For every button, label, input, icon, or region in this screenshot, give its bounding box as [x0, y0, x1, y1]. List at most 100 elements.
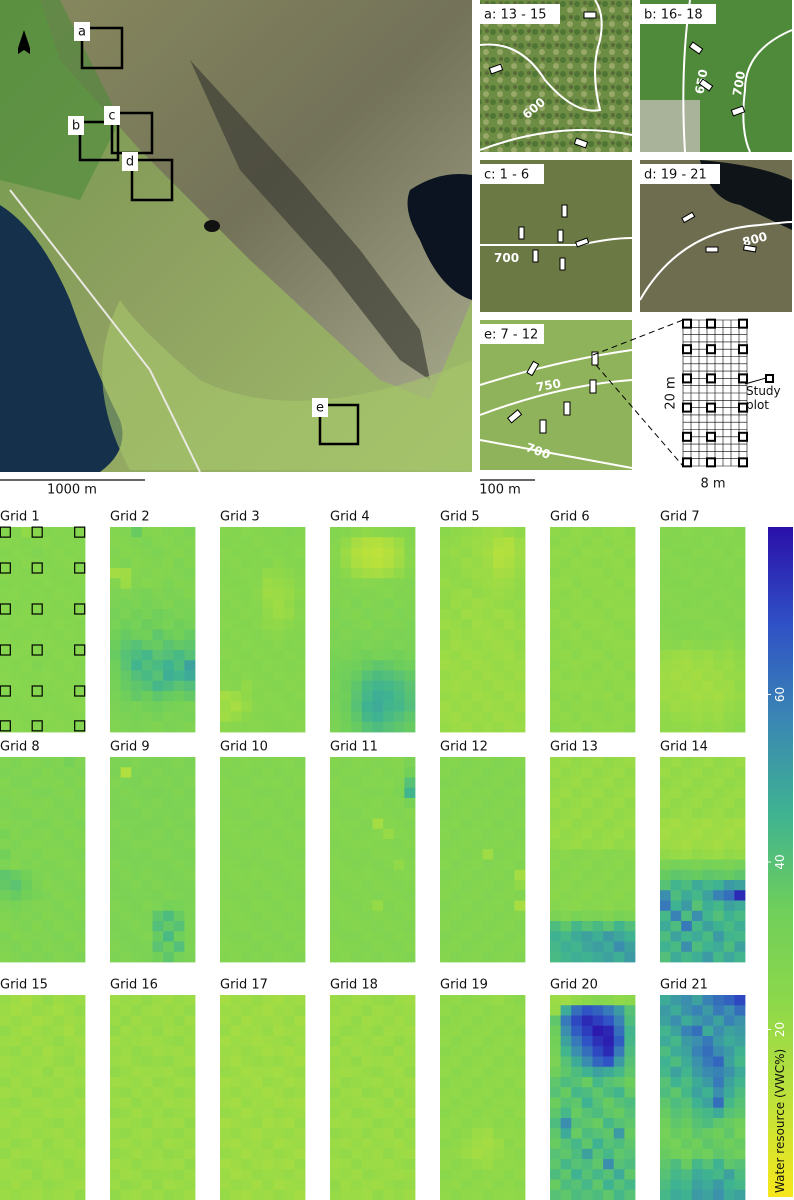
heat-cell — [294, 1015, 306, 1027]
heat-cell — [550, 660, 562, 671]
heat-cell — [560, 670, 572, 682]
heat-cell — [31, 537, 43, 548]
heat-cell — [351, 547, 363, 559]
heat-cell — [670, 1046, 682, 1057]
heat-cell — [220, 721, 232, 733]
heat-cell — [581, 951, 593, 963]
heat-cell — [220, 711, 232, 723]
heat-cell — [624, 880, 636, 891]
heat-cell — [571, 629, 583, 641]
heat-cell — [230, 1036, 242, 1047]
heat-cell — [74, 1189, 86, 1200]
heat-cell — [31, 859, 43, 871]
heat-cell — [163, 660, 175, 671]
heat-cell — [713, 869, 725, 881]
heat-cell — [63, 777, 75, 789]
heat-cell — [131, 619, 143, 630]
heat-cell — [613, 1169, 625, 1180]
heat-cell — [262, 910, 274, 922]
heat-cell — [283, 767, 295, 778]
heat-cell — [383, 995, 395, 1006]
heat-cell — [393, 527, 405, 538]
heat-cell — [624, 629, 636, 641]
heat-cell — [294, 890, 306, 901]
heat-cell — [42, 1077, 54, 1088]
heat-cell — [503, 767, 515, 778]
heat-cell — [273, 1097, 285, 1109]
heat-cell — [173, 869, 185, 881]
heat-cell — [372, 828, 384, 840]
heat-cell — [361, 818, 373, 830]
heat-cell — [670, 859, 682, 871]
heat-cell — [471, 568, 483, 579]
heat-cell — [74, 818, 86, 830]
heat-cell — [0, 537, 12, 548]
heat-cell — [550, 1066, 562, 1078]
heat-cell — [340, 1138, 352, 1150]
heat-cell — [514, 670, 526, 682]
heat-cell — [283, 629, 295, 641]
heat-cell — [74, 629, 86, 641]
heat-cell — [230, 660, 242, 671]
heat-cell — [702, 1179, 714, 1191]
heat-cell — [603, 951, 615, 963]
heat-cell — [273, 900, 285, 912]
heat-cell — [220, 680, 232, 692]
heat-cell — [734, 767, 746, 778]
heat-cell — [471, 721, 483, 733]
heat-cell — [340, 639, 352, 651]
heat-cell — [660, 578, 672, 589]
heat-cell — [0, 890, 12, 901]
heat-cell — [53, 650, 65, 661]
heat-cell — [461, 609, 473, 620]
heat-cell — [251, 798, 263, 809]
grid-title: Grid 18 — [330, 978, 378, 993]
heat-cell — [351, 670, 363, 682]
heat-cell — [560, 828, 572, 840]
heat-cell — [613, 1128, 625, 1139]
heat-cell — [503, 828, 515, 840]
heat-cell — [53, 1148, 65, 1160]
heat-cell — [184, 609, 196, 620]
heat-cell — [10, 880, 22, 891]
heat-cell — [461, 1005, 473, 1016]
heat-cell — [241, 1097, 253, 1109]
heat-cell — [361, 808, 373, 819]
heat-cell — [31, 828, 43, 840]
heat-cell — [31, 890, 43, 901]
heat-cell — [560, 1138, 572, 1150]
heat-cell — [624, 921, 636, 932]
heat-cell — [681, 1169, 693, 1180]
heat-cell — [713, 609, 725, 620]
heat-cell — [21, 1046, 33, 1057]
heat-cell — [592, 859, 604, 871]
heat-cell — [372, 629, 384, 641]
heat-cell — [220, 767, 232, 778]
heat-cell — [550, 1036, 562, 1047]
heat-cell — [471, 639, 483, 651]
heat-cell — [560, 1118, 572, 1129]
heat-cell — [163, 1056, 175, 1068]
heat-cell — [723, 910, 735, 922]
heat-cell — [493, 880, 505, 891]
heat-cell — [734, 660, 746, 671]
heat-cell — [141, 1118, 153, 1129]
heat-cell — [603, 849, 615, 860]
heat-cell — [361, 869, 373, 881]
heat-cell — [141, 578, 153, 589]
heat-cell — [283, 1179, 295, 1191]
heat-cell — [624, 1005, 636, 1016]
heat-cell — [110, 670, 122, 682]
heat-cell — [592, 1169, 604, 1180]
heat-cell — [514, 1169, 526, 1180]
heat-cell — [273, 711, 285, 723]
heat-cell — [120, 1148, 132, 1160]
heat-cell — [273, 1066, 285, 1078]
heat-cell — [503, 711, 515, 723]
heat-cell — [10, 787, 22, 799]
heat-cell — [482, 1005, 494, 1016]
heat-cell — [131, 839, 143, 850]
heat-cell — [734, 1118, 746, 1129]
heat-cell — [21, 951, 33, 963]
heat-cell — [230, 701, 242, 712]
